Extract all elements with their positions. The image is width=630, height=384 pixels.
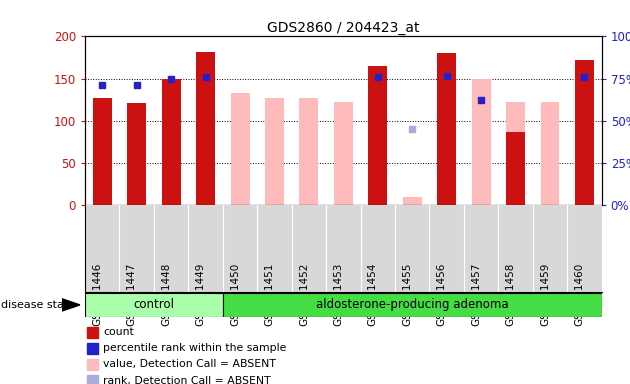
- Text: count: count: [103, 327, 134, 337]
- Bar: [541, 103, 559, 205]
- Bar: [299, 98, 318, 205]
- Text: aldosterone-producing adenoma: aldosterone-producing adenoma: [316, 298, 508, 311]
- Bar: [223, 293, 602, 317]
- Bar: [231, 93, 249, 205]
- Text: rank, Detection Call = ABSENT: rank, Detection Call = ABSENT: [103, 376, 271, 384]
- Text: value, Detection Call = ABSENT: value, Detection Call = ABSENT: [103, 359, 276, 369]
- Bar: [403, 197, 421, 205]
- Bar: [265, 98, 284, 205]
- Bar: [575, 60, 594, 205]
- Bar: [506, 103, 525, 205]
- Bar: [506, 132, 525, 205]
- Text: disease state: disease state: [1, 300, 75, 310]
- Bar: [334, 103, 353, 205]
- Bar: [93, 98, 112, 205]
- Bar: [162, 79, 181, 205]
- Bar: [369, 66, 387, 205]
- Bar: [437, 53, 456, 205]
- Bar: [85, 293, 223, 317]
- Text: percentile rank within the sample: percentile rank within the sample: [103, 343, 287, 353]
- Polygon shape: [62, 299, 80, 311]
- Text: control: control: [134, 298, 175, 311]
- Bar: [127, 103, 146, 205]
- Text: GDS2860 / 204423_at: GDS2860 / 204423_at: [267, 21, 420, 35]
- Bar: [472, 79, 491, 205]
- Bar: [196, 52, 215, 205]
